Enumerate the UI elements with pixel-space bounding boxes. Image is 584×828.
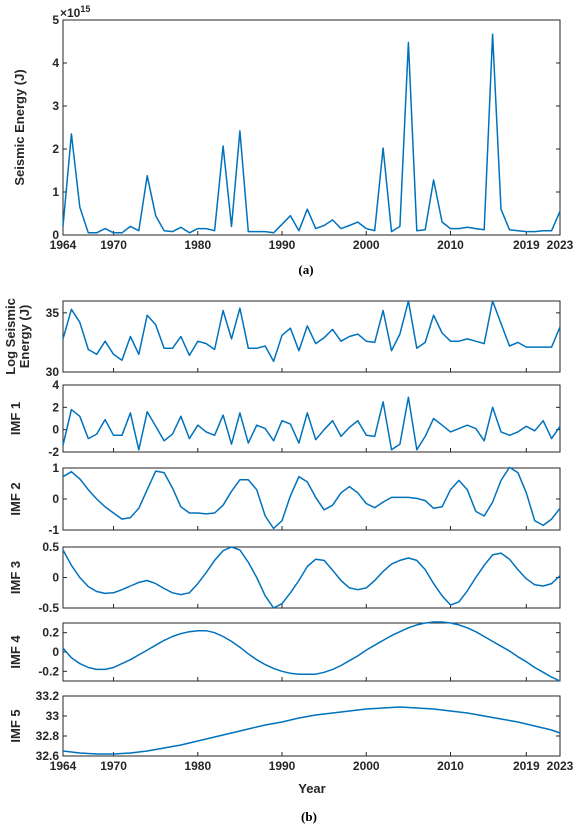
- y-tick-label: 1: [52, 185, 59, 199]
- x-tick-label: 1970: [100, 759, 127, 773]
- x-axis-label: Year: [298, 781, 325, 796]
- x-tick-label: 1964: [50, 759, 77, 773]
- chart-imf2: -1 0 1 IMF 2: [8, 461, 561, 537]
- y-tick-label: 35: [46, 306, 60, 320]
- y-axis-label: IMF 2: [8, 482, 23, 515]
- series-line: [62, 466, 561, 530]
- y-tick-label: 0: [52, 645, 59, 659]
- chart-energy: 0 1 2 3 4 5 1964 1970 1980 1990 2000 2010 2019 2023 Se…: [12, 13, 574, 252]
- x-tick-label: 2010: [437, 759, 464, 773]
- y-tick-label: 33: [46, 709, 60, 723]
- y-tick-label: 0.2: [42, 626, 59, 640]
- x-tick-label: 1990: [269, 238, 296, 252]
- caption-a: (a): [298, 262, 313, 277]
- y-tick-label: 32.6: [36, 749, 60, 763]
- y-tick-label: -1: [48, 523, 59, 537]
- x-tick-label: 2023: [547, 759, 574, 773]
- chart-imf3: -0.5 0 0.5 IMF 3: [8, 540, 561, 615]
- y-axis-label: IMF 4: [8, 635, 23, 669]
- y-tick-label: -0.5: [38, 601, 59, 615]
- chart-log: 30 35 Log SeismicEnergy (J): [3, 298, 561, 379]
- y-tick-label: 30: [46, 365, 60, 379]
- y-tick-label: 33.2: [36, 689, 60, 703]
- series-line: [62, 33, 561, 234]
- y-tick-label: 0.5: [42, 540, 59, 554]
- y-tick-label: 2: [52, 400, 59, 414]
- series-line: [62, 706, 561, 755]
- y-tick-label: 1: [52, 461, 59, 475]
- series-line: [62, 621, 561, 682]
- chart-imf5: 32.6 32.8 33 33.2 1964 1970 1980 1990 2000 2010 20…: [8, 689, 574, 773]
- y-tick-label: 5: [52, 13, 59, 27]
- y-axis-label: Log SeismicEnergy (J): [3, 298, 32, 375]
- x-tick-label: 1980: [184, 759, 211, 773]
- x-tick-label: 2010: [437, 238, 464, 252]
- y-tick-label: 0: [52, 492, 59, 506]
- x-tick-label: 1964: [50, 238, 77, 252]
- y-axis-label: IMF 5: [8, 709, 23, 742]
- exponent-label: ×1015: [60, 4, 90, 20]
- plot-area: [62, 695, 561, 757]
- chart-imf1: -2 0 2 4 IMF 1: [8, 378, 561, 459]
- x-tick-label: 2000: [353, 238, 380, 252]
- x-tick-label: 1970: [100, 238, 127, 252]
- y-axis-label: IMF 3: [8, 561, 23, 594]
- plot-area: [62, 546, 561, 609]
- plot-area: [62, 19, 561, 236]
- x-tick-label: 2023: [547, 238, 574, 252]
- y-tick-label: 0: [52, 228, 59, 242]
- series-line: [62, 300, 561, 363]
- x-tick-label: 1980: [184, 238, 211, 252]
- chart-imf4: -0.2 0 0.2 IMF 4: [8, 621, 561, 682]
- x-tick-label: 2000: [353, 759, 380, 773]
- y-tick-label: 0: [52, 571, 59, 585]
- y-tick-label: 32.8: [36, 729, 60, 743]
- y-axis-label: Seismic Energy (J): [12, 69, 27, 185]
- x-tick-label: 1990: [269, 759, 296, 773]
- y-tick-label: 2: [52, 142, 59, 156]
- series-line: [62, 396, 561, 451]
- y-tick-label: -0.2: [38, 664, 59, 678]
- caption-b: (b): [301, 809, 317, 824]
- y-tick-label: 4: [52, 56, 59, 70]
- y-tick-label: 3: [52, 99, 59, 113]
- plot-area: [62, 622, 561, 682]
- y-tick-label: -2: [48, 445, 59, 459]
- x-tick-label: 2019: [513, 238, 540, 252]
- x-tick-label: 2019: [513, 759, 540, 773]
- plot-area: [62, 467, 561, 531]
- y-tick-label: 0: [52, 423, 59, 437]
- y-tick-label: 4: [52, 378, 59, 392]
- y-axis-label: IMF 1: [8, 402, 23, 435]
- series-line: [62, 546, 561, 609]
